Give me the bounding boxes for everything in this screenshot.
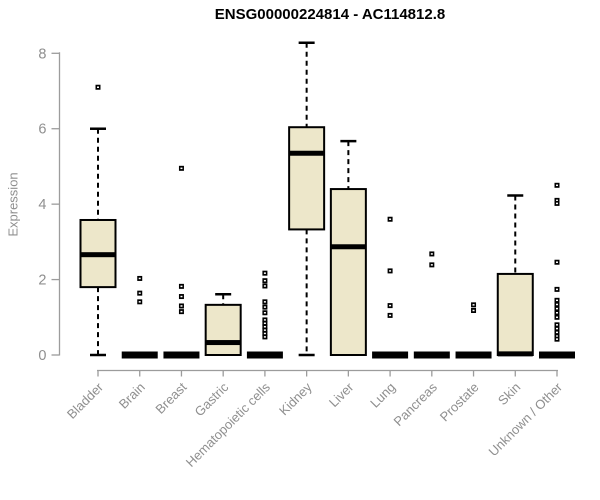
outlier-point-center — [555, 261, 558, 263]
y-tick-label: 0 — [38, 348, 46, 364]
iqr-box — [204, 303, 242, 356]
y-tick-label: 2 — [38, 273, 46, 289]
median-line — [330, 244, 366, 250]
outlier-point-center — [263, 322, 266, 325]
outlier-point-center — [138, 277, 141, 280]
outlier-point-center — [263, 312, 266, 314]
outlier-point-center — [263, 332, 266, 335]
outlier-point-center — [389, 270, 392, 272]
x-tick-label-gastric: Gastric — [192, 379, 232, 419]
x-tick-label-prostate: Prostate — [437, 380, 482, 425]
y-axis-title: Expression — [5, 172, 21, 237]
outlier-point-center — [472, 304, 475, 306]
outlier-point-center — [555, 335, 558, 337]
outlier-point-center — [555, 338, 558, 340]
outlier-point-center — [263, 336, 266, 338]
collapsed-box — [163, 351, 200, 359]
box-gastric — [204, 293, 242, 356]
outlier-point-center — [389, 314, 392, 317]
outlier-point-center — [555, 202, 558, 205]
collapsed-box — [455, 351, 492, 359]
box-breast — [163, 165, 200, 359]
collapsed-box — [246, 351, 283, 359]
y-tick-label: 4 — [38, 197, 46, 213]
box-unknown-other — [538, 182, 575, 359]
box-kidney — [288, 41, 326, 357]
collapsed-box — [413, 351, 450, 359]
box-prostate — [455, 302, 492, 359]
outlier-point-center — [555, 331, 558, 334]
median-line — [497, 351, 533, 357]
outlier-point-center — [555, 324, 558, 326]
outlier-point-center — [555, 316, 558, 319]
outlier-point-center — [555, 184, 558, 187]
outlier-point-center — [263, 329, 266, 331]
x-tick-label-brain: Brain — [116, 380, 148, 412]
box-bladder — [79, 84, 117, 357]
iqr-box — [496, 272, 534, 356]
collapsed-box — [372, 351, 409, 359]
outlier-point-center — [180, 167, 183, 170]
outlier-point-center — [263, 325, 266, 328]
outlier-point-center — [263, 272, 266, 274]
box-lung — [372, 216, 409, 359]
median-line — [289, 150, 325, 156]
outlier-point-center — [472, 309, 475, 312]
x-tick-label-unknown-other: Unknown / Other — [486, 379, 566, 459]
x-tick-label-liver: Liver — [326, 379, 357, 410]
collapsed-box — [121, 351, 158, 359]
outlier-point-center — [555, 303, 558, 306]
x-tick-label-skin: Skin — [495, 380, 523, 408]
outlier-point-center — [180, 305, 183, 307]
outlier-point-center — [180, 310, 183, 313]
outlier-point-center — [138, 301, 141, 303]
outlier-point-center — [263, 301, 266, 303]
collapsed-box — [538, 351, 575, 359]
iqr-box — [329, 188, 367, 356]
outlier-point-center — [555, 299, 558, 302]
outlier-point-center — [263, 306, 266, 308]
x-tick-label-kidney: Kidney — [276, 379, 315, 418]
outlier-point-center — [138, 292, 141, 294]
outlier-point-center — [180, 295, 183, 298]
outlier-point-center — [430, 253, 433, 255]
y-tick-label: 6 — [38, 122, 46, 138]
median-line — [205, 340, 241, 346]
chart-title: ENSG00000224814 - AC114812.8 — [214, 6, 446, 23]
median-line — [80, 252, 116, 258]
box-hematopoietic-cells — [246, 270, 283, 359]
box-liver — [329, 139, 367, 356]
outlier-point-center — [389, 218, 392, 220]
outlier-point-center — [555, 199, 558, 202]
outlier-point-center — [555, 312, 558, 314]
box-skin — [496, 194, 534, 357]
y-axis: 0 2 4 6 8 — [38, 46, 61, 364]
outlier-point-center — [555, 307, 558, 310]
outlier-point-center — [263, 279, 266, 282]
y-tick-label: 8 — [38, 46, 46, 62]
outlier-point-center — [430, 264, 433, 266]
outlier-point-center — [180, 285, 183, 288]
outlier-point-center — [97, 86, 99, 88]
box-brain — [121, 275, 158, 359]
x-tick-label-bladder: Bladder — [64, 379, 107, 422]
x-tick-label-lung: Lung — [367, 380, 398, 411]
x-tick-label-breast: Breast — [152, 379, 189, 416]
iqr-box — [288, 126, 326, 231]
box-pancreas — [413, 251, 450, 359]
outlier-point-center — [555, 288, 558, 291]
outlier-point-center — [555, 327, 558, 330]
x-tick-label-pancreas: Pancreas — [390, 379, 440, 429]
outlier-point-center — [389, 304, 392, 307]
outlier-point-center — [263, 319, 266, 321]
outlier-point-center — [263, 285, 266, 287]
